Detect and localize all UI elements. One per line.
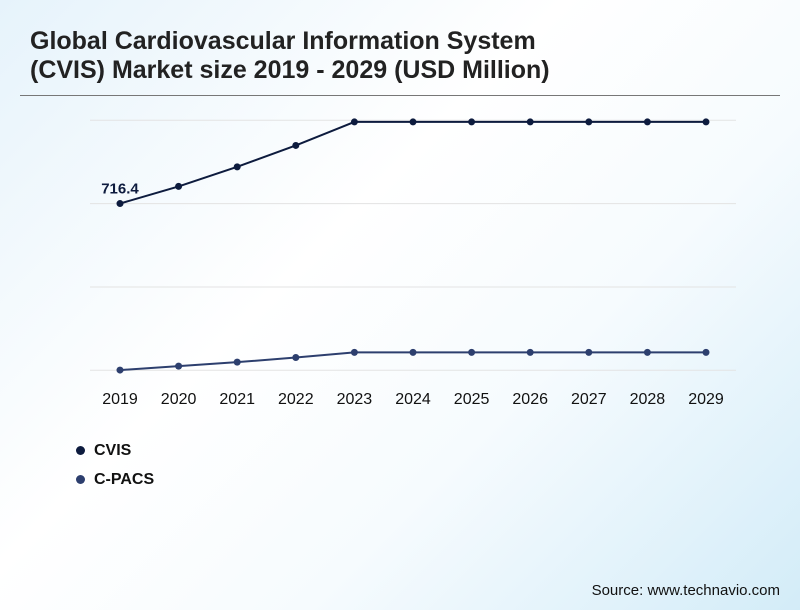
source-note: Source: www.technavio.com: [591, 582, 780, 599]
line-chart: 2019 2020 2021 2022 2023 2024 2025 2026 2027 2028…: [90, 118, 736, 408]
data-point: [526, 118, 534, 126]
title-divider: [20, 95, 780, 96]
legend-label: CVIS: [94, 441, 132, 459]
x-tick-label: 2028: [630, 391, 666, 408]
legend-marker: [76, 446, 85, 455]
title-line-2: (CVIS) Market size 2019 - 2029 (USD Mill…: [30, 56, 550, 84]
data-point: [585, 348, 593, 356]
data-point: [292, 353, 300, 361]
x-tick-label: 2024: [395, 391, 431, 408]
data-point: [409, 118, 417, 126]
data-point: [702, 118, 710, 126]
data-point: [175, 182, 183, 190]
data-point: [468, 118, 476, 126]
legend-marker: [76, 475, 85, 484]
series-line-cvis: [119, 120, 706, 205]
data-point: [409, 348, 417, 356]
data-point: [526, 348, 534, 356]
x-tick-label: 2025: [454, 391, 490, 408]
legend-label: C-PACS: [94, 470, 155, 488]
x-tick-label: 2019: [102, 391, 138, 408]
data-point: [116, 366, 124, 374]
x-tick-label: 2026: [512, 391, 548, 408]
data-point: [350, 348, 358, 356]
data-point: [643, 118, 651, 126]
title-line-1: Global Cardiovascular Information System: [30, 27, 536, 55]
legend-item-cvis: CVIS: [76, 436, 154, 465]
legend: CVIS C-PACS: [76, 436, 154, 494]
data-point: [175, 362, 183, 370]
x-tick-label: 2020: [161, 391, 197, 408]
x-tick-label: 2023: [337, 391, 373, 408]
legend-item-c-pacs: C-PACS: [76, 465, 154, 494]
data-point: [585, 118, 593, 126]
x-tick-label: 2022: [278, 391, 314, 408]
data-point: [233, 163, 241, 171]
data-label: 716.4: [101, 181, 139, 198]
data-point: [350, 118, 358, 126]
data-point: [643, 348, 651, 356]
x-tick-label: 2021: [219, 391, 255, 408]
x-tick-label: 2027: [571, 391, 607, 408]
data-point: [292, 141, 300, 149]
data-point: [116, 200, 124, 208]
data-point: [468, 348, 476, 356]
chart-title: Global Cardiovascular Information System…: [30, 27, 550, 85]
x-tick-label: 2029: [688, 391, 724, 408]
data-point: [233, 358, 241, 366]
data-point: [702, 348, 710, 356]
